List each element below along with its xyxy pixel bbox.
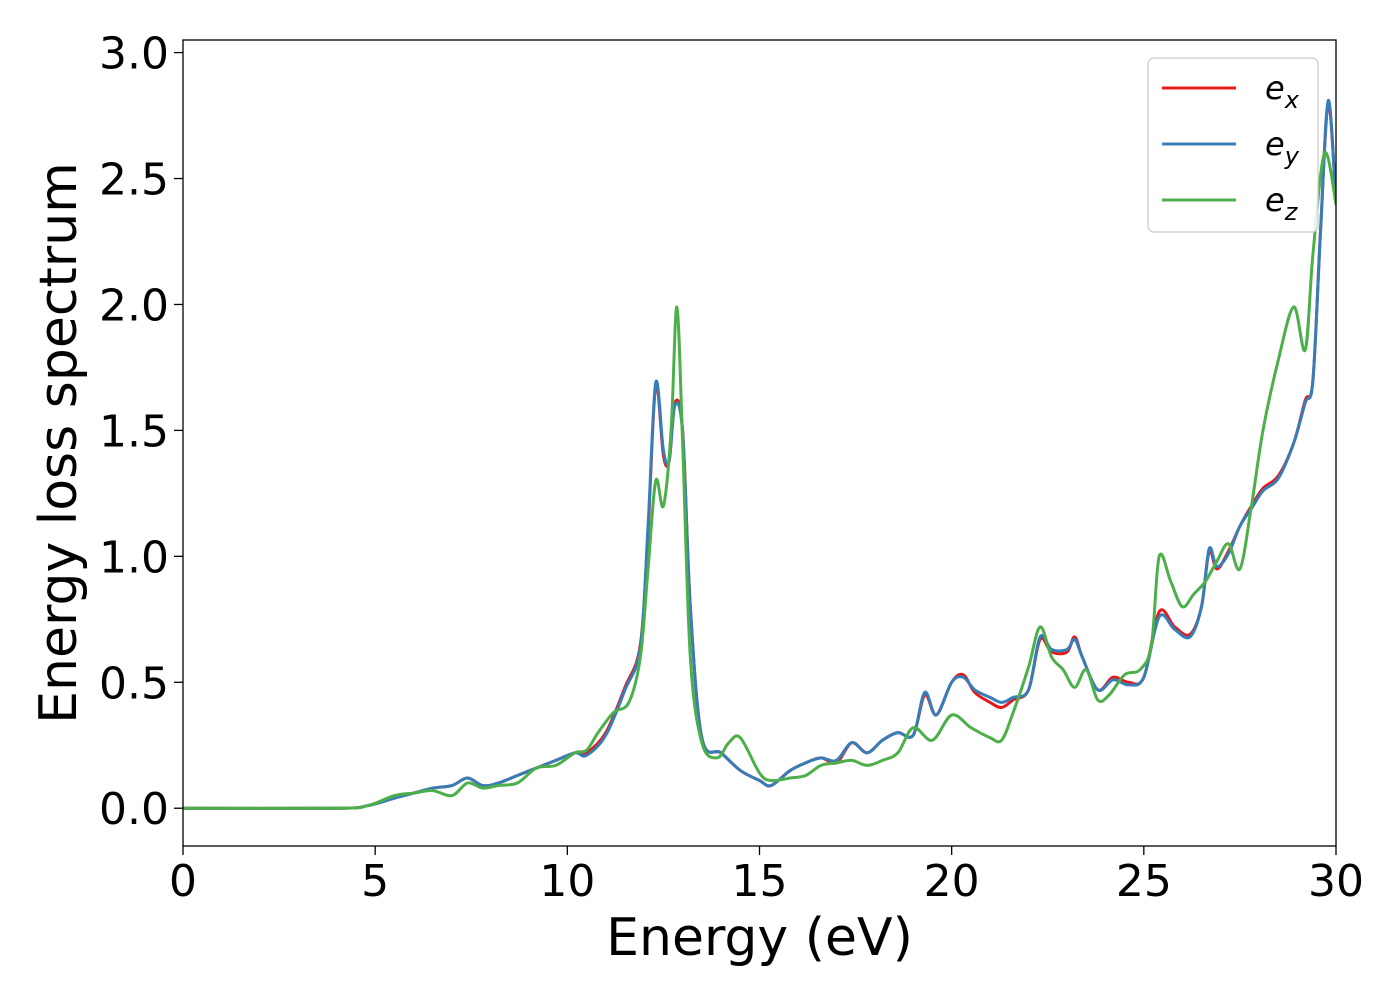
y-tick-label: 1.5 xyxy=(99,406,169,457)
legend-label-e-z: ez xyxy=(1265,181,1299,226)
legend-label-e-x: ex xyxy=(1265,69,1300,114)
series-layer xyxy=(183,98,1336,810)
y-tick-label: 0.0 xyxy=(99,784,169,835)
y-axis-label: Energy loss spectrum xyxy=(29,162,89,724)
x-axis-label: Energy (eV) xyxy=(606,908,913,968)
y-tick-label: 1.0 xyxy=(99,532,169,583)
series-line-e-z xyxy=(183,151,1336,810)
x-tick-label: 5 xyxy=(361,856,389,907)
x-tick-label: 25 xyxy=(1116,856,1172,907)
y-tick-label: 2.5 xyxy=(99,155,169,206)
y-tick-label: 0.5 xyxy=(99,658,169,709)
x-tick-label: 0 xyxy=(169,856,197,907)
x-tick-label: 10 xyxy=(539,856,595,907)
y-tick-label: 3.0 xyxy=(99,29,169,80)
y-tick-label: 2.0 xyxy=(99,280,169,331)
x-tick-label: 20 xyxy=(924,856,980,907)
series-line-e-y xyxy=(183,98,1336,810)
x-axis: 0 5 10 15 20 25 30 xyxy=(169,846,1364,907)
x-tick-label: 30 xyxy=(1308,856,1364,907)
legend-label-e-y: ey xyxy=(1265,125,1300,170)
y-axis: 0.0 0.5 1.0 1.5 2.0 2.5 3.0 xyxy=(99,29,183,835)
x-tick-label: 15 xyxy=(732,856,788,907)
legend: ex ey ez xyxy=(1147,57,1319,233)
